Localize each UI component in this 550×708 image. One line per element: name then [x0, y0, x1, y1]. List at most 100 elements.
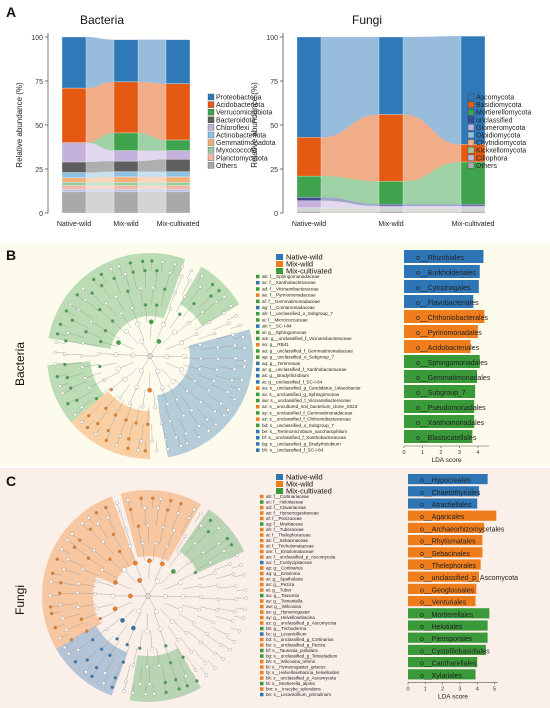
- clade-node: [60, 547, 64, 552]
- taxon-marker: [260, 593, 264, 598]
- clade-branch: [125, 403, 133, 421]
- clade-node: [199, 511, 203, 516]
- clade-branch: [189, 311, 203, 324]
- taxon-list-item: av: s__unclassified_g_Sphingomonas: [262, 392, 340, 397]
- taxon-list-item: bd: s__unclassified_o_Subgroup_7: [262, 423, 334, 428]
- flow-band: [321, 209, 379, 211]
- clade-node: [147, 387, 153, 393]
- clade-branch: [109, 640, 120, 656]
- legend-swatch: [207, 131, 215, 139]
- clade-node: [197, 367, 202, 371]
- legend-label: Mortierellomycota: [476, 110, 531, 117]
- taxon-list-item: av: g__Tomentella: [266, 599, 303, 604]
- clade-node: [136, 524, 141, 528]
- clade-branch: [197, 374, 214, 381]
- group-legend-swatch: [276, 488, 283, 494]
- legend-swatch: [207, 147, 215, 154]
- taxon-list-item: ak: f__SC-I-84: [262, 324, 292, 329]
- lda-bar-label: o__Geoglossales: [420, 587, 475, 594]
- bar-segment: [378, 181, 404, 205]
- clade-branch: [139, 580, 149, 597]
- x-tick-label: Native-wild: [57, 221, 91, 228]
- taxon-list-item: au: s__unclassified_g_Candidatus_Udaeoba…: [262, 386, 361, 391]
- clade-branch: [144, 270, 147, 288]
- clade-branch: [123, 645, 130, 663]
- clade-branch: [82, 364, 100, 368]
- clade-node: [147, 682, 152, 686]
- clade-node: [213, 571, 217, 575]
- clade-branch: [78, 583, 96, 587]
- taxon-list-item: ax: s__uncultured_soil_bacterium_clone_S…: [262, 404, 358, 409]
- clade-branch: [170, 421, 177, 438]
- clade-node: [118, 395, 122, 400]
- clade-branch: [149, 355, 159, 372]
- y-tick-label: 50: [270, 123, 278, 130]
- legend-swatch: [467, 162, 475, 169]
- clade-node: [139, 368, 144, 374]
- clade-branch: [129, 546, 137, 563]
- clade-node: [215, 368, 219, 372]
- clade-node: [193, 668, 198, 672]
- taxon-list-item: az: s__unclassified_f_Chthoniobacteracea…: [262, 417, 351, 422]
- taxon-marker: [260, 566, 264, 570]
- clade-node: [242, 573, 246, 577]
- lda-bar: [404, 415, 475, 428]
- clade-branch: [99, 362, 117, 367]
- clade-node: [136, 448, 140, 452]
- clade-node: [125, 643, 129, 647]
- clade-branch: [203, 302, 217, 314]
- y-tick-label: 75: [35, 79, 43, 86]
- clade-node: [183, 295, 187, 299]
- clade-node: [184, 631, 188, 635]
- clade-branch: [164, 582, 181, 590]
- bar-segment: [378, 36, 404, 115]
- flow-band: [86, 191, 114, 213]
- clade-branch: [111, 378, 125, 390]
- clade-branch: [115, 296, 125, 312]
- clade-branch: [138, 595, 149, 612]
- clade-node: [208, 560, 212, 565]
- clade-node: [78, 538, 82, 542]
- clade-branch: [195, 406, 208, 420]
- taxon-marker: [256, 380, 260, 384]
- taxon-marker: [256, 343, 260, 347]
- clade-node: [184, 431, 188, 436]
- clade-node: [62, 645, 67, 649]
- clade-node: [159, 497, 163, 501]
- taxon-list-item: bb: g__Trichoderma: [266, 626, 307, 631]
- clade-branch: [211, 384, 228, 393]
- flow-band: [321, 197, 379, 206]
- clade-node: [139, 439, 144, 443]
- clade-branch: [97, 581, 115, 587]
- clade-branch: [79, 540, 94, 552]
- clade-node: [85, 425, 90, 430]
- clade-node: [159, 561, 165, 567]
- bar-segment: [378, 204, 404, 207]
- taxon-marker: [260, 527, 264, 532]
- clade-node: [165, 402, 170, 406]
- taxon-marker: [260, 516, 264, 521]
- lda-x-tick-label: 3: [458, 450, 461, 456]
- clade-node: [130, 625, 136, 631]
- clade-branch: [169, 314, 180, 329]
- clade-branch: [156, 508, 159, 526]
- clade-branch: [180, 334, 197, 342]
- clade-branch: [154, 563, 163, 580]
- legend-swatch: [467, 101, 475, 108]
- taxon-list-item: ao: f__Cordycipitaceae: [266, 560, 313, 565]
- clade-node: [197, 424, 201, 428]
- bar-segment: [113, 160, 139, 172]
- taxon-list-item: bg: s__unclassified_g_Tetracladium: [266, 654, 338, 659]
- taxon-marker: [256, 411, 260, 415]
- bar-segment: [165, 182, 191, 186]
- bar-segment: [113, 182, 139, 186]
- clade-branch: [122, 608, 136, 621]
- bar-segment: [113, 132, 139, 151]
- clade-node: [58, 384, 62, 388]
- clade-node: [234, 584, 238, 588]
- legend-label: Verrucomicrobiota: [216, 110, 273, 117]
- clade-branch: [178, 613, 194, 623]
- clade-node: [180, 264, 184, 269]
- clade-branch: [125, 664, 131, 682]
- clade-branch: [149, 341, 160, 357]
